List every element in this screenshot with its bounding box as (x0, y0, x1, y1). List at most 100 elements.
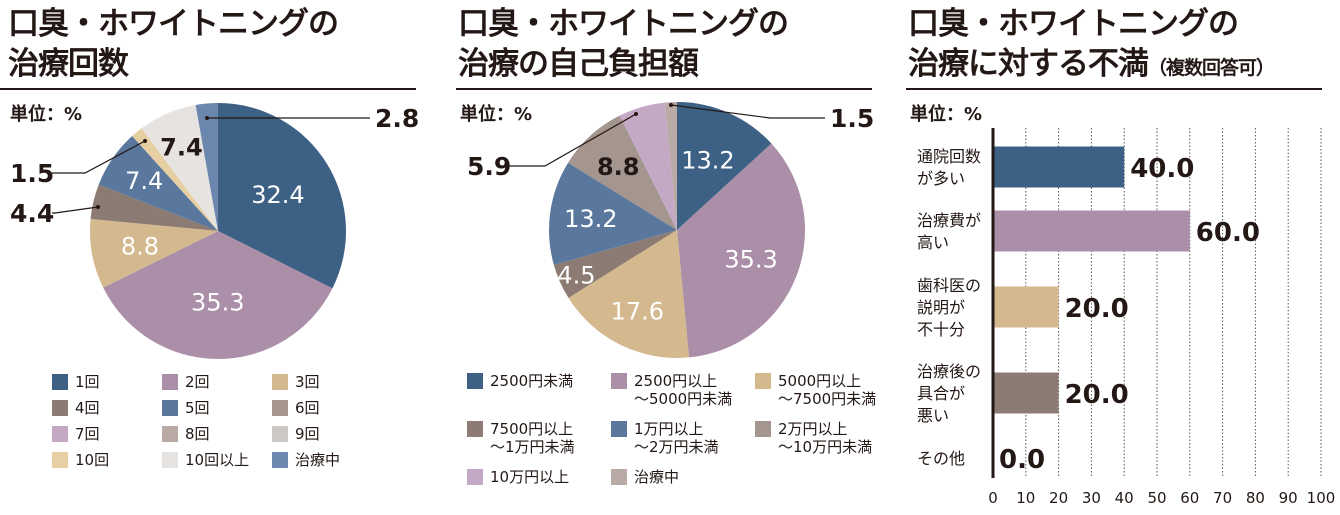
chart-title-line-1: 口臭・ホワイトニングの (458, 6, 789, 42)
x-tick-label-10: 10 (1016, 489, 1035, 507)
legend-swatch (162, 374, 178, 390)
pie-slice-2-10- (568, 115, 677, 230)
legend-swatch (52, 400, 68, 416)
pie-slice-- (664, 102, 677, 230)
legend-swatch (611, 421, 627, 437)
unit-label: 単位：% (910, 104, 983, 125)
x-tick-label-50: 50 (1147, 489, 1166, 507)
pie-chart-self-payment: 13.2 35.3 17.6 4.5 13.2 8.8 5.9 1.5 (467, 102, 874, 358)
legend-swatch (52, 426, 68, 442)
legend-item: 2回 (162, 373, 210, 391)
pie-slice-4- (90, 184, 218, 231)
data-label-4-: 4.4 (10, 199, 54, 228)
legend-item: 2500円以上 ～5000円未満 (611, 372, 732, 408)
title-divider (906, 88, 1322, 90)
x-tick-label-30: 30 (1082, 489, 1101, 507)
legend-item: 3回 (272, 373, 320, 391)
category-label-4: その他 (917, 449, 965, 468)
pie-slice-2- (103, 231, 333, 360)
category-label-2: 説明が (917, 298, 965, 317)
chart-title-line-2: 治療回数 (8, 46, 129, 82)
legend-swatch (162, 452, 178, 468)
pie-slice-7500-1- (553, 230, 677, 298)
chart-title-main: 治療に対する不満 (908, 46, 1149, 82)
legend-label: 6回 (295, 399, 320, 417)
pie-slice-5000-7500- (568, 230, 690, 358)
leader-line-4- (52, 206, 99, 214)
legend-swatch (272, 426, 288, 442)
data-label-10-: 1.5 (10, 159, 54, 188)
category-label-2: 歯科医の (917, 276, 981, 295)
leader-dot-10- (143, 139, 147, 143)
legend-item: 2万円以上 ～10万円未満 (755, 420, 872, 456)
unit-label: 単位：% (460, 104, 533, 125)
leader-dot-- (669, 103, 673, 107)
category-label-1: 治療費が (917, 211, 981, 230)
chart-panel-self-payment: 口臭・ホワイトニングの 治療の自己負担額 単位：% 13.2 35.3 17.6 4.… (450, 0, 900, 515)
legend-swatch (162, 400, 178, 416)
legend-swatch (272, 400, 288, 416)
category-label-0: 通院回数 (917, 147, 981, 166)
legend-label: 2500円未満 (490, 372, 574, 390)
data-label-2500-5000-: 35.3 (724, 246, 777, 274)
legend-item: 5000円以上 ～7500円未満 (755, 372, 876, 408)
legend-swatch (52, 374, 68, 390)
legend-swatch (52, 452, 68, 468)
category-label-1: 高い (917, 233, 949, 252)
x-tick-label-70: 70 (1213, 489, 1232, 507)
leader-line-10- (52, 140, 146, 174)
bar-value-label-2: 20.0 (1065, 294, 1129, 324)
legend-label: 5回 (185, 399, 210, 417)
data-label-2-10-: 8.8 (597, 153, 640, 181)
legend-item: 10回以上 (162, 451, 249, 469)
legend-label: 4回 (75, 399, 100, 417)
chart-title: 口臭・ホワイトニングの 治療に対する不満（複数回答可） (908, 4, 1275, 88)
category-label-3: 治療後の (917, 362, 981, 381)
x-tick-label-20: 20 (1049, 489, 1068, 507)
legend-label: 治療中 (634, 468, 680, 486)
legend-label: 7回 (75, 425, 100, 443)
bar-0 (994, 146, 1125, 188)
unit-label: 単位：% (10, 104, 83, 125)
legend-label: 10回以上 (185, 451, 250, 469)
title-divider (456, 88, 872, 90)
legend-swatch (611, 373, 627, 389)
legend-label: 治療中 (295, 451, 341, 469)
legend-swatch (467, 469, 483, 485)
legend-item: 10万円以上 (467, 468, 569, 486)
legend-item: 7500円以上 ～1万円未満 (467, 420, 575, 456)
leader-dot-- (205, 116, 209, 120)
pie-chart-treatment-count: 32.4 35.3 8.8 4.4 7.4 1.5 7.4 2.8 (10, 103, 419, 360)
category-label-2: 不十分 (917, 320, 965, 339)
chart-title: 口臭・ホワイトニングの 治療回数 (8, 4, 339, 84)
leader-dot-4- (96, 205, 100, 209)
data-label-2500-: 13.2 (681, 147, 734, 175)
x-tick-label-100: 100 (1307, 489, 1336, 507)
legend-label: 9回 (295, 425, 320, 443)
legend-item: 2500円未満 (467, 372, 573, 390)
pie-slice-2500-5000- (677, 143, 805, 358)
legend-item: 6回 (272, 399, 320, 417)
legend-swatch (467, 373, 483, 389)
category-label-3: 悪い (917, 406, 949, 425)
legend-label: 2万円以上 ～10万円未満 (778, 420, 873, 456)
legend-swatch (272, 374, 288, 390)
legend-label: 2500円以上 ～5000円未満 (634, 372, 733, 408)
legend-item: 9回 (272, 425, 320, 443)
data-label-10-: 5.9 (467, 152, 511, 181)
legend-swatch (755, 373, 771, 389)
bar-value-label-0: 40.0 (1130, 154, 1194, 184)
title-divider (0, 88, 416, 90)
legend-label: 7500円以上 ～1万円未満 (490, 420, 575, 456)
data-label--: 1.5 (830, 104, 874, 133)
legend-item: 7回 (52, 425, 100, 443)
pie-slice-10- (619, 102, 677, 230)
data-label-5-: 7.4 (125, 167, 163, 195)
legend-item: 治療中 (611, 468, 679, 486)
pie-slice-1-2- (549, 162, 677, 265)
data-label-3-: 8.8 (121, 232, 159, 260)
legend-item: 8回 (162, 425, 210, 443)
legend-swatch (272, 452, 288, 468)
chart-title-line-1: 口臭・ホワイトニングの (908, 6, 1239, 42)
